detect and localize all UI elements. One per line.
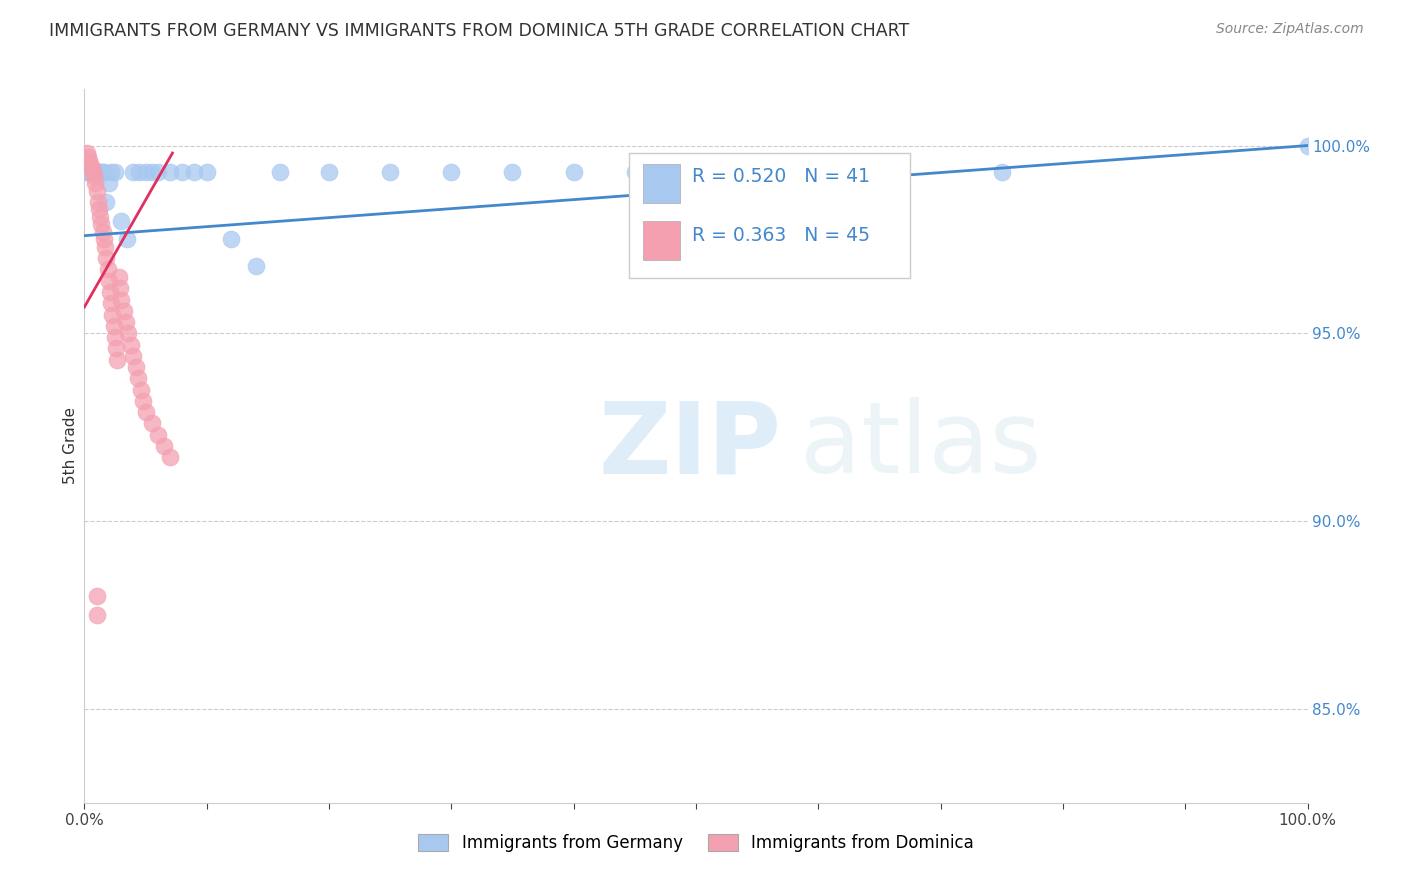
Point — [141, 165, 163, 179]
Point — [87, 165, 110, 179]
Point — [183, 165, 205, 179]
Point — [77, 165, 100, 179]
Point — [105, 342, 128, 356]
Text: IMMIGRANTS FROM GERMANY VS IMMIGRANTS FROM DOMINICA 5TH GRADE CORRELATION CHART: IMMIGRANTS FROM GERMANY VS IMMIGRANTS FR… — [49, 22, 910, 40]
Point — [97, 274, 120, 288]
Point — [91, 165, 114, 179]
FancyBboxPatch shape — [628, 153, 910, 278]
Y-axis label: 5th Grade: 5th Grade — [63, 408, 77, 484]
Point — [100, 165, 122, 179]
Text: ZIP: ZIP — [598, 398, 780, 494]
Point — [125, 360, 148, 375]
Point — [122, 165, 145, 179]
Point — [104, 330, 127, 344]
Point — [77, 165, 100, 179]
Text: R = 0.363   N = 45: R = 0.363 N = 45 — [692, 226, 870, 245]
Point — [84, 165, 107, 179]
Point — [77, 153, 100, 168]
Point — [245, 259, 267, 273]
Point — [83, 169, 105, 183]
Point — [94, 240, 117, 254]
Point — [89, 210, 111, 224]
Point — [108, 281, 131, 295]
Point — [380, 165, 402, 179]
Point — [112, 303, 135, 318]
Point — [93, 165, 115, 179]
Point — [105, 352, 128, 367]
Point — [84, 176, 107, 190]
Point — [122, 349, 145, 363]
Point — [115, 315, 138, 329]
Point — [76, 146, 98, 161]
Point — [110, 213, 132, 227]
Point — [96, 251, 118, 265]
Point — [991, 165, 1014, 179]
Point — [96, 194, 118, 209]
Point — [141, 417, 163, 431]
Point — [110, 293, 132, 307]
Point — [104, 165, 127, 179]
Point — [97, 262, 120, 277]
Point — [80, 165, 103, 179]
Point — [127, 371, 149, 385]
Point — [115, 232, 138, 246]
Point — [86, 165, 108, 179]
Point — [79, 165, 101, 179]
Point — [98, 285, 121, 299]
Point — [79, 157, 101, 171]
Point — [269, 165, 291, 179]
Point — [132, 393, 155, 408]
Point — [685, 165, 707, 179]
Point — [624, 165, 647, 179]
Point — [93, 232, 115, 246]
Point — [172, 165, 194, 179]
Point — [101, 308, 124, 322]
FancyBboxPatch shape — [644, 221, 681, 260]
Point — [159, 165, 181, 179]
Point — [86, 184, 108, 198]
Point — [440, 165, 463, 179]
Point — [219, 232, 242, 246]
Point — [195, 165, 218, 179]
Point — [97, 176, 120, 190]
Point — [135, 405, 157, 419]
Point — [117, 326, 139, 341]
Point — [82, 165, 104, 179]
Point — [76, 165, 98, 179]
Point — [129, 383, 152, 397]
Point — [82, 165, 104, 179]
Point — [107, 270, 129, 285]
Point — [100, 296, 122, 310]
FancyBboxPatch shape — [644, 164, 681, 203]
Text: Source: ZipAtlas.com: Source: ZipAtlas.com — [1216, 22, 1364, 37]
Point — [91, 225, 114, 239]
Point — [87, 194, 110, 209]
Point — [86, 607, 108, 622]
Point — [135, 165, 157, 179]
Point — [83, 165, 105, 179]
Point — [153, 439, 176, 453]
Point — [120, 337, 142, 351]
Legend: Immigrants from Germany, Immigrants from Dominica: Immigrants from Germany, Immigrants from… — [412, 827, 980, 859]
Text: atlas: atlas — [800, 398, 1042, 494]
Text: R = 0.520   N = 41: R = 0.520 N = 41 — [692, 168, 870, 186]
Point — [159, 450, 181, 465]
Point — [87, 202, 110, 217]
Point — [80, 161, 103, 175]
Point — [86, 589, 108, 603]
Point — [146, 427, 169, 442]
Point — [87, 165, 110, 179]
Point — [77, 150, 100, 164]
Point — [318, 165, 340, 179]
Point — [562, 165, 585, 179]
Point — [1296, 138, 1319, 153]
Point — [89, 165, 111, 179]
Point — [90, 218, 112, 232]
Point — [128, 165, 150, 179]
Point — [502, 165, 524, 179]
Point — [103, 318, 125, 333]
Point — [146, 165, 169, 179]
